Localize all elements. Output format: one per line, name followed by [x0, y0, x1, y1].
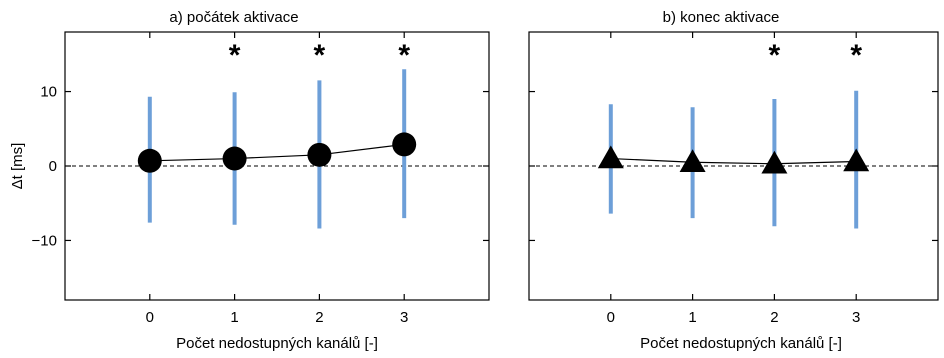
panel-a-significance-star: * [398, 39, 410, 72]
panel-b-xtick-label: 2 [770, 309, 778, 326]
panel-b-mean-line [610, 157, 857, 165]
panel-a-xtick-label: 1 [230, 309, 238, 326]
panel-a-ylabel: Δt [ms] [9, 143, 26, 190]
panel-a-significance-star: * [229, 39, 241, 72]
panel-b-mean-marker [843, 148, 870, 172]
panel-b-significance-star: * [850, 39, 862, 72]
panel-a-title: a) počátek aktivace [169, 9, 298, 26]
panel-a-xtick-label: 0 [146, 309, 154, 326]
panel-a-significance-star: * [314, 39, 326, 72]
panel-a-ytick-label: 0 [49, 158, 57, 175]
panel-a-mean-marker [392, 132, 417, 157]
panel-b: b) konec aktivace 0 1 2 3 * * Počet nedostupn… [528, 9, 939, 352]
panel-b-mean-marker [679, 149, 706, 173]
panel-b-xtick-label: 3 [852, 309, 860, 326]
panel-a-ytick-label: 10 [40, 84, 57, 101]
panel-b-significance-star: * [769, 39, 781, 72]
panel-b-xlabel: Počet nedostupných kanálů [-] [640, 335, 842, 352]
panel-a-mean-marker [222, 146, 247, 171]
panel-a-mean-marker [137, 148, 162, 173]
panel-a: a) počátek aktivace 10 0 −10 0 1 2 3 * * * Počet … [9, 9, 490, 352]
panel-b-xtick-label: 1 [688, 309, 696, 326]
panel-a-xtick-label: 2 [315, 309, 323, 326]
panel-a-xlabel: Počet nedostupných kanálů [-] [176, 335, 378, 352]
panel-a-xtick-label: 3 [400, 309, 408, 326]
panel-a-mean-line [149, 143, 405, 162]
panel-b-title: b) konec aktivace [663, 9, 780, 26]
panel-a-ytick-label: −10 [32, 232, 57, 249]
panel-a-mean-marker [307, 142, 332, 167]
panel-b-mean-marker [597, 145, 624, 169]
panel-b-mean-marker [761, 150, 788, 174]
panel-b-xtick-label: 0 [607, 309, 615, 326]
